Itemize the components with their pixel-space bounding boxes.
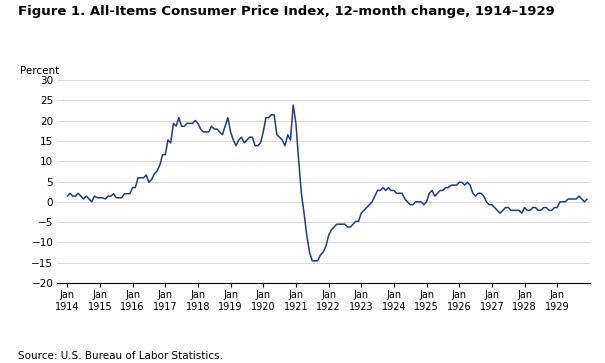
Text: Percent: Percent: [20, 66, 59, 76]
Text: Figure 1. All-Items Consumer Price Index, 12-month change, 1914–1929: Figure 1. All-Items Consumer Price Index…: [18, 5, 555, 19]
Text: Source: U.S. Bureau of Labor Statistics.: Source: U.S. Bureau of Labor Statistics.: [18, 351, 223, 361]
